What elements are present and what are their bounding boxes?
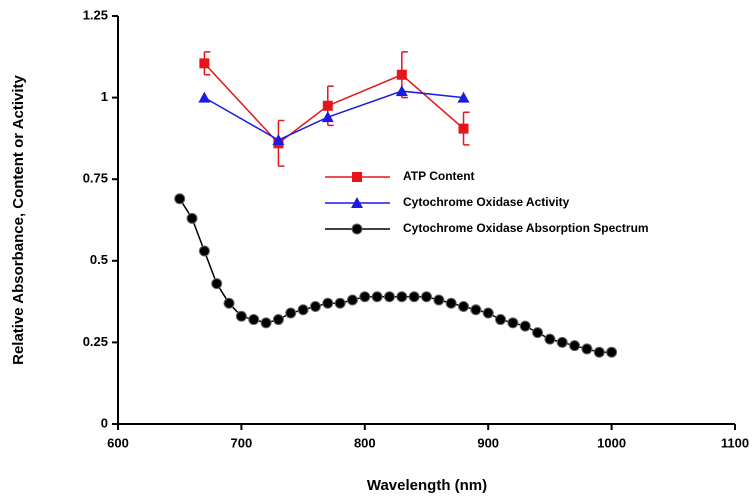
marker-circle: [482, 307, 494, 319]
marker-circle: [198, 245, 210, 257]
marker-square: [458, 123, 469, 134]
x-tick-label: 1100: [721, 435, 749, 450]
marker-circle: [495, 314, 507, 326]
marker-circle: [334, 297, 346, 309]
marker-circle: [606, 346, 618, 358]
marker-circle: [309, 300, 321, 312]
marker-square: [352, 172, 362, 182]
marker-circle: [211, 278, 223, 290]
marker-circle: [322, 297, 334, 309]
marker-square: [199, 58, 210, 69]
y-tick-label: 0.5: [90, 252, 108, 267]
y-tick-label: 1: [101, 89, 108, 104]
legend-label: ATP Content: [403, 169, 475, 183]
series-line: [203, 62, 465, 145]
marker-square: [322, 100, 333, 111]
marker-circle: [507, 317, 519, 329]
marker-circle: [556, 336, 568, 348]
marker-circle: [186, 212, 198, 224]
y-axis-title: Relative Absorbance, Content or Activity: [10, 74, 27, 364]
marker-circle: [359, 291, 371, 303]
marker-circle: [408, 291, 420, 303]
x-tick-label: 900: [477, 435, 499, 450]
marker-circle: [346, 294, 358, 306]
marker-circle: [248, 314, 260, 326]
x-tick-label: 1000: [597, 435, 626, 450]
marker-circle: [260, 317, 272, 329]
marker-circle: [532, 327, 544, 339]
x-axis-title: Wavelength (nm): [367, 477, 487, 494]
y-tick-label: 1.25: [83, 7, 108, 22]
marker-circle: [470, 304, 482, 316]
x-tick-label: 800: [354, 435, 376, 450]
marker-circle: [297, 304, 309, 316]
marker-circle: [371, 291, 383, 303]
y-tick-label: 0.25: [83, 334, 108, 349]
y-tick-label: 0.75: [83, 171, 108, 186]
y-tick-label: 0: [101, 415, 108, 430]
marker-circle: [593, 346, 605, 358]
marker-circle: [383, 291, 395, 303]
marker-circle: [285, 307, 297, 319]
x-tick-label: 700: [231, 435, 253, 450]
marker-triangle: [351, 197, 363, 208]
marker-circle: [569, 340, 581, 352]
marker-square: [396, 69, 407, 80]
marker-circle: [581, 343, 593, 355]
marker-circle: [351, 223, 363, 235]
marker-triangle: [457, 91, 470, 103]
marker-circle: [519, 320, 531, 332]
legend-label: Cytochrome Oxidase Absorption Spectrum: [403, 221, 649, 235]
marker-circle: [421, 291, 432, 303]
marker-circle: [458, 300, 470, 312]
x-tick-label: 600: [107, 435, 129, 450]
marker-triangle: [272, 134, 285, 146]
marker-circle: [396, 291, 408, 303]
marker-circle: [235, 310, 247, 322]
marker-triangle: [395, 85, 408, 97]
marker-circle: [445, 297, 457, 309]
marker-triangle: [198, 91, 211, 103]
marker-circle: [272, 314, 284, 326]
marker-circle: [174, 193, 186, 205]
legend-label: Cytochrome Oxidase Activity: [403, 195, 570, 209]
marker-circle: [223, 297, 235, 309]
marker-circle: [433, 294, 445, 306]
marker-circle: [544, 333, 556, 345]
series-line: [204, 90, 464, 141]
marker-triangle: [321, 111, 334, 123]
